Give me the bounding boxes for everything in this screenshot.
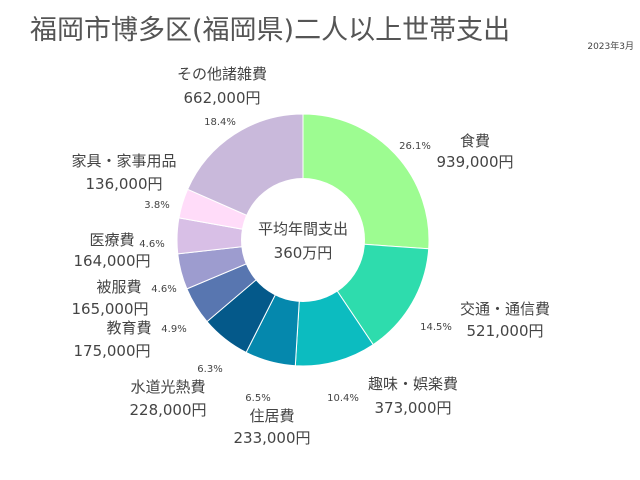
slice-label-7: 医療費	[89, 231, 134, 249]
slice-amount-8: 136,000円	[85, 175, 162, 193]
slice-amount-3: 233,000円	[233, 429, 310, 447]
slice-label-8: 家具・家事用品	[71, 152, 176, 170]
slice-amount-0: 939,000円	[436, 153, 513, 171]
slice-percent-6: 4.6%	[151, 284, 176, 295]
slice-label-3: 住居費	[249, 407, 294, 425]
slice-label-2: 趣味・娯楽費	[368, 375, 458, 393]
slice-amount-9: 662,000円	[183, 89, 260, 107]
slice-amount-5: 175,000円	[73, 342, 150, 360]
chart-title: 福岡市博多区(福岡県)二人以上世帯支出	[30, 15, 511, 46]
slice-amount-4: 228,000円	[129, 401, 206, 419]
center-label-total: 360万円	[274, 244, 333, 262]
slice-percent-3: 6.5%	[245, 393, 270, 404]
slice-label-5: 教育費	[106, 319, 151, 337]
slice-label-0: 食費	[460, 132, 490, 150]
slice-percent-7: 4.6%	[139, 239, 164, 250]
slice-amount-6: 165,000円	[71, 300, 148, 318]
slice-percent-9: 18.4%	[204, 117, 236, 128]
slice-percent-2: 10.4%	[327, 393, 359, 404]
slice-label-4: 水道光熱費	[130, 378, 205, 396]
slice-percent-8: 3.8%	[144, 200, 169, 211]
slice-amount-7: 164,000円	[73, 252, 150, 270]
center-label-title: 平均年間支出	[258, 220, 348, 238]
slice-amount-2: 373,000円	[374, 399, 451, 417]
donut-hole	[241, 178, 365, 302]
slice-amount-1: 521,000円	[466, 322, 543, 340]
slice-percent-1: 14.5%	[420, 322, 452, 333]
slice-label-6: 被服費	[96, 278, 141, 296]
slice-label-9: その他諸雑費	[177, 65, 267, 83]
slice-percent-5: 4.9%	[161, 324, 186, 335]
slice-percent-0: 26.1%	[399, 141, 431, 152]
date-label: 2023年3月	[587, 42, 634, 52]
slice-label-1: 交通・通信費	[460, 300, 550, 318]
slice-percent-4: 6.3%	[197, 364, 222, 375]
